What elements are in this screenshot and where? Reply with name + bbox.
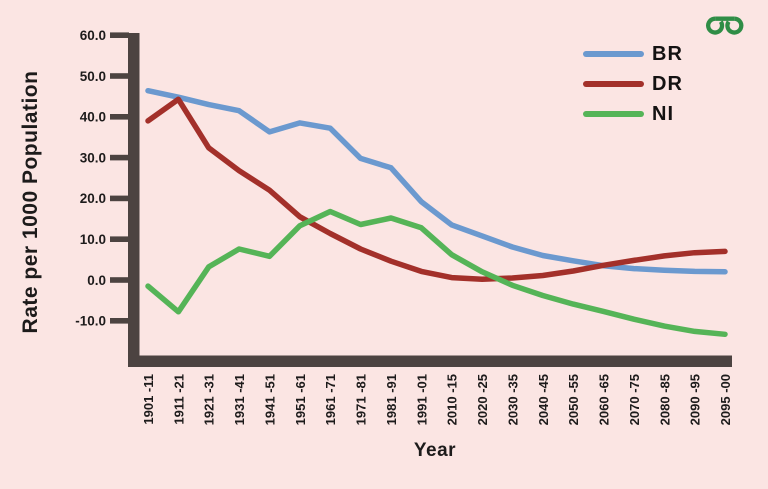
- y-axis-line: [128, 33, 140, 367]
- series-line-dr: [145, 96, 728, 282]
- x-axis-category-label: 2080 -85: [657, 374, 672, 425]
- x-axis-category-label: 1941 -51: [262, 374, 277, 425]
- x-axis-category-label: 1991 -01: [414, 374, 429, 425]
- legend-label-br: BR: [652, 42, 683, 65]
- x-axis-category-label: 1971 -81: [354, 374, 369, 425]
- x-axis-category-label: 2050 -55: [566, 374, 581, 425]
- y-axis-tick: [110, 277, 129, 283]
- x-axis-category-label: 1921 -31: [202, 374, 217, 425]
- y-axis-tick-label: 30.0: [80, 150, 106, 165]
- legend-swatch-dr-icon: [583, 81, 644, 87]
- legend-item-dr: DR: [583, 69, 683, 99]
- legend-label-dr: DR: [652, 72, 683, 95]
- y-axis-tick-label: 0.0: [87, 273, 106, 288]
- y-axis-title: Rate per 1000 Population: [19, 70, 42, 334]
- y-axis-tick-label: 10.0: [80, 232, 106, 247]
- x-axis-category-label: 2030 -35: [505, 374, 520, 425]
- y-axis-tick-label: 40.0: [80, 110, 106, 125]
- x-axis-line: [128, 355, 732, 367]
- y-axis-tick: [110, 154, 129, 161]
- x-axis-category-label: 1961 -71: [323, 374, 338, 425]
- y-axis-tick: [110, 318, 129, 324]
- legend-item-ni: NI: [583, 99, 683, 129]
- geeksforgeeks-logo-icon: [706, 16, 744, 35]
- x-axis-category-label: 2095 -00: [718, 374, 733, 425]
- legend-swatch-br-icon: [583, 51, 644, 57]
- x-axis-category-label: 2060 -65: [597, 374, 612, 425]
- x-axis-category-label: 1901 -11: [141, 374, 156, 425]
- x-axis-category-label: 1931 -41: [232, 374, 247, 425]
- y-axis-tick-label: 50.0: [80, 69, 106, 84]
- y-axis-tick: [110, 195, 129, 202]
- y-axis-tick-label: 20.0: [80, 191, 106, 206]
- x-axis-category-label: 1951 -61: [293, 374, 308, 425]
- x-axis-category-label: 2020 -25: [475, 374, 490, 425]
- series-line-br: [145, 87, 728, 275]
- y-axis-tick: [110, 32, 129, 38]
- series-line-ni: [145, 208, 728, 338]
- x-axis-category-label: 2010 -15: [445, 374, 460, 425]
- x-axis-title: Year: [413, 440, 457, 461]
- legend-item-br: BR: [583, 39, 683, 69]
- legend-swatch-ni-icon: [583, 111, 644, 117]
- x-axis-category-label: 1911 -21: [171, 374, 186, 425]
- y-axis-tick: [110, 114, 129, 120]
- legend: BR DR NI: [583, 39, 683, 129]
- y-axis-tick: [110, 236, 129, 242]
- x-axis-category-label: 2040 -45: [536, 374, 551, 425]
- y-axis-tick: [110, 73, 129, 79]
- y-axis-tick-label: -10.0: [75, 314, 106, 329]
- x-axis-category-label: 2090 -95: [688, 374, 703, 425]
- y-axis-tick-label: 60.0: [80, 28, 106, 43]
- legend-label-ni: NI: [652, 102, 674, 125]
- x-axis-category-label: 2070 -75: [627, 374, 642, 425]
- x-axis-category-label: 1981 -91: [384, 374, 399, 425]
